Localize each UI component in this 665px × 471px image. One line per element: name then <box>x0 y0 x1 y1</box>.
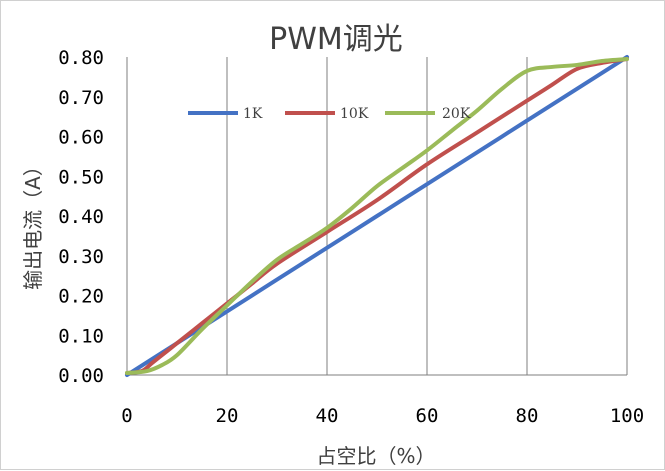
tick-labels: 0 20 40 60 80 100 0.00 0.10 0.20 0.30 0.40 0.50 0.60… <box>58 47 644 427</box>
legend: 1K 10K 20K <box>188 106 471 122</box>
x-tick-label: 40 <box>316 405 339 427</box>
chart-title: PWM调光 <box>269 22 403 57</box>
x-tick-label: 0 <box>121 405 132 427</box>
x-tick-label: 80 <box>516 405 539 427</box>
x-axis-label: 占空比（%） <box>316 444 435 468</box>
axes <box>126 57 627 376</box>
y-tick-label: 0.60 <box>58 127 104 149</box>
y-tick-label: 0.00 <box>58 365 104 387</box>
y-tick-label: 0.20 <box>58 286 104 308</box>
x-tick-label: 60 <box>416 405 439 427</box>
y-tick-label: 0.50 <box>58 166 104 188</box>
legend-label-1k: 1K <box>243 106 263 122</box>
legend-label-10k: 10K <box>340 106 369 122</box>
series-line-10k <box>125 56 629 376</box>
y-tick-label: 0.70 <box>58 87 104 109</box>
x-tick-label: 100 <box>610 405 644 427</box>
x-tick-label: 20 <box>216 405 239 427</box>
y-tick-label: 0.80 <box>58 47 104 69</box>
y-tick-label: 0.40 <box>58 206 104 228</box>
y-axis-label: 输出电流（A） <box>21 156 45 290</box>
series-line-20k <box>125 56 629 376</box>
y-tick-label: 0.10 <box>58 325 104 347</box>
y-tick-label: 0.30 <box>58 246 104 268</box>
series-group <box>125 55 629 377</box>
legend-label-20k: 20K <box>442 106 471 122</box>
